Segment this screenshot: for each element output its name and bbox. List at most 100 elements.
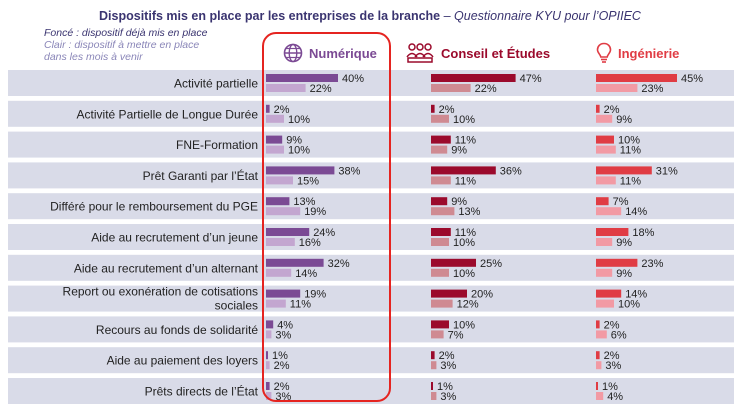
panel-title-conseil: Conseil et Études [441,45,551,61]
row-band [8,100,734,127]
data-label-conseil-et-etudes-en-place-activite-partielle-de-longue-duree: 2% [439,104,455,116]
data-label-numerique-a-venir-aide-au-recrutement-d-un-jeune: 16% [299,237,321,249]
chart-title-main: Dispositifs mis en place par les entrepr… [99,9,441,23]
panel-title-ingenierie: Ingénierie [618,45,680,61]
data-label-ingenierie-a-venir-aide-au-recrutement-d-un-alternant: 9% [616,268,632,280]
bar-conseil-et-etudes-a-venir-prets-directs-de-l-etat [431,392,437,400]
bar-ingenierie-a-venir-prets-directs-de-l-etat [596,392,604,400]
data-label-conseil-et-etudes-a-venir-fne-formation: 9% [451,145,467,157]
data-label-ingenierie-a-venir-recours-au-fonds-de-solidarite: 6% [611,329,627,341]
bar-numerique-en-place-prets-directs-de-l-etat [266,382,270,390]
data-label-numerique-a-venir-recours-au-fonds-de-solidarite: 3% [275,329,291,341]
data-label-conseil-et-etudes-a-venir-recours-au-fonds-de-solidarite: 7% [448,329,464,341]
bar-ingenierie-en-place-activite-partielle-de-longue-duree [596,104,600,113]
bar-numerique-a-venir-aide-au-recrutement-d-un-alternant [266,268,292,277]
bar-ingenierie-a-venir-aide-au-paiement-des-loyers [596,361,602,370]
bar-conseil-et-etudes-a-venir-aide-au-recrutement-d-un-jeune [431,238,449,246]
bar-conseil-et-etudes-a-venir-fne-formation [431,145,448,154]
data-label-conseil-et-etudes-a-venir-aide-au-paiement-des-loyers: 3% [440,360,456,372]
bar-conseil-et-etudes-en-place-report-ou-exoneration-de-cotisations-sociales [431,289,467,298]
data-label-numerique-en-place-activite-partielle: 40% [342,73,364,85]
data-label-ingenierie-a-venir-aide-au-recrutement-d-un-jeune: 9% [616,237,632,249]
data-label-numerique-a-venir-aide-au-paiement-des-loyers: 2% [274,360,290,372]
people-icon [406,43,434,63]
bar-numerique-a-venir-activite-partielle [266,84,306,92]
data-label-conseil-et-etudes-a-venir-differe-pour-le-remboursement-du-pge: 13% [458,206,480,218]
bar-ingenierie-en-place-pret-garanti-par-l-etat [596,166,652,175]
bar-ingenierie-a-venir-aide-au-recrutement-d-un-alternant [596,268,613,277]
legend-light-note: Clair : dispositif à mettre en place [44,39,200,51]
data-label-ingenierie-en-place-report-ou-exoneration-de-cotisations-sociales: 14% [625,289,647,301]
data-label-numerique-en-place-prets-directs-de-l-etat: 2% [274,381,290,393]
data-label-ingenierie-a-venir-activite-partielle-de-longue-duree: 9% [616,114,632,126]
data-label-ingenierie-en-place-aide-au-recrutement-d-un-alternant: 23% [641,258,663,270]
row-band [8,378,734,404]
data-label-ingenierie-a-venir-differe-pour-le-remboursement-du-pge: 14% [625,206,647,218]
bar-numerique-en-place-activite-partielle-de-longue-duree [266,104,270,113]
data-label-numerique-a-venir-activite-partielle: 22% [310,83,332,95]
bar-ingenierie-a-venir-differe-pour-le-remboursement-du-pge [596,207,622,216]
bar-conseil-et-etudes-en-place-aide-au-recrutement-d-un-jeune [431,228,451,236]
bar-ingenierie-a-venir-activite-partielle-de-longue-duree [596,114,613,123]
data-label-conseil-et-etudes-en-place-prets-directs-de-l-etat: 1% [437,381,453,393]
bar-conseil-et-etudes-en-place-pret-garanti-par-l-etat [431,166,496,175]
category-label-pret-garanti-par-l-etat: Prêt Garanti par l’État [143,168,259,183]
bar-ingenierie-a-venir-aide-au-recrutement-d-un-jeune [596,238,613,246]
row-band [8,347,734,374]
bar-numerique-en-place-report-ou-exoneration-de-cotisations-sociales [266,289,301,298]
category-label-differe-pour-le-remboursement-du-pge: Différé pour le remboursement du PGE [50,200,258,214]
data-label-conseil-et-etudes-en-place-aide-au-recrutement-d-un-alternant: 25% [480,258,502,270]
data-label-numerique-en-place-differe-pour-le-remboursement-du-pge: 13% [293,196,315,208]
data-label-conseil-et-etudes-en-place-activite-partielle: 47% [520,73,542,85]
data-label-ingenierie-en-place-activite-partielle-de-longue-duree: 2% [604,104,620,116]
bar-conseil-et-etudes-a-venir-report-ou-exoneration-de-cotisations-sociales [431,299,453,308]
data-label-numerique-a-venir-aide-au-recrutement-d-un-alternant: 14% [295,268,317,280]
data-label-ingenierie-en-place-recours-au-fonds-de-solidarite: 2% [604,319,620,331]
bar-conseil-et-etudes-en-place-activite-partielle-de-longue-duree [431,104,435,113]
bar-numerique-en-place-aide-au-paiement-des-loyers [266,351,268,360]
bar-numerique-a-venir-pret-garanti-par-l-etat [266,176,293,185]
bar-conseil-et-etudes-en-place-recours-au-fonds-de-solidarite [431,320,449,329]
bar-ingenierie-en-place-differe-pour-le-remboursement-du-pge [596,197,609,206]
bar-ingenierie-en-place-aide-au-recrutement-d-un-jeune [596,228,629,236]
bar-numerique-en-place-differe-pour-le-remboursement-du-pge [266,197,290,206]
data-label-conseil-et-etudes-a-venir-activite-partielle-de-longue-duree: 10% [453,114,475,126]
bar-numerique-a-venir-recours-au-fonds-de-solidarite [266,330,272,339]
legend-dark-note: Foncé : dispositif déjà mis en place [44,27,208,39]
data-label-ingenierie-a-venir-fne-formation: 11% [620,145,641,157]
data-label-conseil-et-etudes-a-venir-pret-garanti-par-l-etat: 11% [455,175,476,187]
data-label-numerique-a-venir-differe-pour-le-remboursement-du-pge: 19% [304,206,326,218]
data-label-ingenierie-en-place-aide-au-recrutement-d-un-jeune: 18% [632,227,654,239]
bar-ingenierie-en-place-fne-formation [596,135,614,144]
category-label-aide-au-paiement-des-loyers: Aide au paiement des loyers [107,354,258,368]
bar-conseil-et-etudes-en-place-prets-directs-de-l-etat [431,382,433,390]
bar-conseil-et-etudes-a-venir-activite-partielle-de-longue-duree [431,114,449,123]
bar-ingenierie-en-place-aide-au-paiement-des-loyers [596,351,600,360]
bar-numerique-en-place-aide-au-recrutement-d-un-alternant [266,258,324,267]
category-label-fne-formation: FNE-Formation [176,138,258,152]
bar-numerique-en-place-fne-formation [266,135,283,144]
bar-conseil-et-etudes-en-place-activite-partielle [431,74,516,82]
bar-numerique-a-venir-report-ou-exoneration-de-cotisations-sociales [266,299,286,308]
data-label-numerique-a-venir-activite-partielle-de-longue-duree: 10% [288,114,310,126]
bar-ingenierie-a-venir-activite-partielle [596,84,638,92]
legend-light-note-continued: dans les mois à venir [44,51,143,63]
data-label-numerique-en-place-aide-au-paiement-des-loyers: 1% [272,350,288,362]
data-label-ingenierie-en-place-activite-partielle: 45% [681,73,703,85]
data-label-conseil-et-etudes-en-place-aide-au-recrutement-d-un-jeune: 11% [455,227,476,239]
bar-ingenierie-a-venir-report-ou-exoneration-de-cotisations-sociales [596,299,614,308]
bar-conseil-et-etudes-a-venir-aide-au-recrutement-d-un-alternant [431,268,449,277]
bar-ingenierie-en-place-recours-au-fonds-de-solidarite [596,320,600,329]
data-label-conseil-et-etudes-en-place-recours-au-fonds-de-solidarite: 10% [453,319,475,331]
data-label-numerique-en-place-report-ou-exoneration-de-cotisations-sociales: 19% [304,289,326,301]
bar-numerique-a-venir-aide-au-paiement-des-loyers [266,361,270,370]
panel-header-ingenierie: Ingénierie [596,38,679,68]
bar-ingenierie-en-place-activite-partielle [596,74,677,82]
category-label-prets-directs-de-l-etat: Prêts directs de l’État [145,384,259,399]
data-label-ingenierie-en-place-fne-formation: 10% [618,135,640,147]
data-label-numerique-en-place-pret-garanti-par-l-etat: 38% [338,165,360,177]
chart-title: Dispositifs mis en place par les entrepr… [0,8,740,24]
data-label-numerique-a-venir-pret-garanti-par-l-etat: 15% [297,175,319,187]
category-label-aide-au-recrutement-d-un-alternant: Aide au recrutement d’un alternant [74,261,259,275]
